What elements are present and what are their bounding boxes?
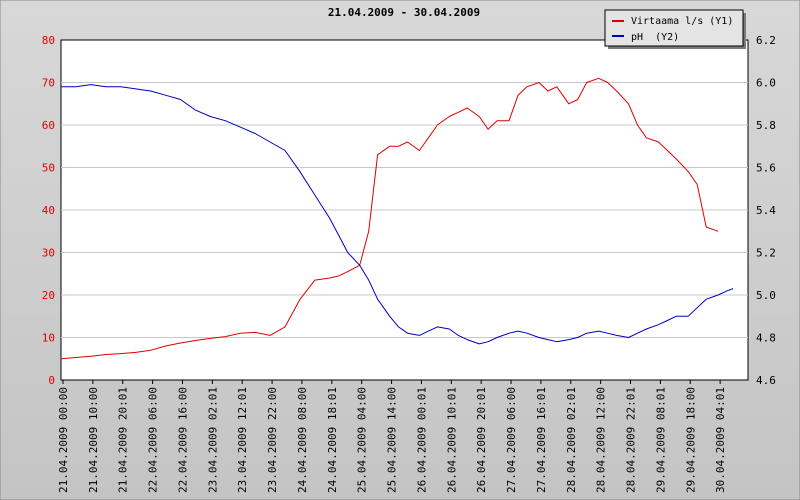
x-tick-label: 25.04.2009 14:00 xyxy=(386,387,399,493)
gridlines xyxy=(61,82,748,338)
x-tick-label: 27.04.2009 06:00 xyxy=(505,387,518,493)
y1-tick-label: 0 xyxy=(48,374,55,387)
x-tick-label: 23.04.2009 12:01 xyxy=(236,387,249,493)
x-tick-label: 29.04.2009 08:01 xyxy=(654,387,667,493)
x-tick-label: 21.04.2009 20:01 xyxy=(117,387,130,493)
y1-axis-ticks: 0 10 20 30 40 50 60 70 80 xyxy=(42,34,55,387)
x-tick-label: 22.04.2009 16:00 xyxy=(176,387,189,493)
x-tick-label: 23.04.2009 22:00 xyxy=(266,387,279,493)
x-tick-label: 28.04.2009 22:01 xyxy=(625,387,638,493)
x-tick-label: 26.04.2009 00:01 xyxy=(415,387,428,493)
x-tick-label: 22.04.2009 06:00 xyxy=(147,387,160,493)
y1-tick-label: 60 xyxy=(42,119,55,132)
y1-tick-label: 40 xyxy=(42,204,55,217)
chart-title: 21.04.2009 - 30.04.2009 xyxy=(328,6,480,19)
x-tick-label: 21.04.2009 10:00 xyxy=(87,387,100,493)
x-tick-label: 24.04.2009 08:00 xyxy=(296,387,309,493)
x-tick-label: 28.04.2009 12:00 xyxy=(595,387,608,493)
y2-tick-label: 6.0 xyxy=(756,77,776,90)
y2-tick-label: 6.2 xyxy=(756,34,776,47)
y1-tick-label: 70 xyxy=(42,77,55,90)
y2-tick-label: 5.0 xyxy=(756,289,776,302)
y2-tick-label: 5.2 xyxy=(756,247,776,260)
x-tick-label: 29.04.2009 18:00 xyxy=(684,387,697,493)
x-axis-ticks: 21.04.2009 00:00 21.04.2009 10:00 21.04.20… xyxy=(57,380,727,493)
y2-tick-label: 4.6 xyxy=(756,374,776,387)
x-tick-label: 27.04.2009 16:01 xyxy=(535,387,548,493)
series-line-flow xyxy=(60,77,719,360)
legend-label-ph: pH (Y2) xyxy=(631,32,679,43)
y2-axis-ticks: 4.6 4.8 5.0 5.2 5.4 5.6 5.8 6.0 6.2 xyxy=(756,34,776,387)
y1-tick-label: 50 xyxy=(42,162,55,175)
y1-tick-label: 30 xyxy=(42,247,55,260)
y1-tick-label: 80 xyxy=(42,34,55,47)
series-layer xyxy=(60,77,734,360)
y1-tick-label: 10 xyxy=(42,332,55,345)
legend-box xyxy=(604,9,744,47)
y2-tick-label: 5.4 xyxy=(756,204,776,217)
x-tick-label: 21.04.2009 00:00 xyxy=(57,387,70,493)
x-tick-label: 25.04.2009 04:00 xyxy=(356,387,369,493)
x-tick-label: 30.04.2009 04:01 xyxy=(714,387,727,493)
legend-label-flow: Virtaama l/s (Y1) xyxy=(631,16,733,27)
y1-tick-label: 20 xyxy=(42,289,55,302)
x-tick-label: 26.04.2009 20:01 xyxy=(475,387,488,493)
x-tick-label: 24.04.2009 18:01 xyxy=(326,387,339,493)
y2-tick-label: 5.6 xyxy=(756,162,776,175)
x-tick-label: 26.04.2009 10:01 xyxy=(445,387,458,493)
y2-tick-label: 4.8 xyxy=(756,332,776,345)
legend: Virtaama l/s (Y1) pH (Y2) xyxy=(604,9,746,49)
x-tick-label: 28.04.2009 02:01 xyxy=(565,387,578,493)
y2-tick-label: 5.8 xyxy=(756,119,776,132)
series-line-ph xyxy=(61,84,734,345)
x-tick-label: 23.04.2009 02:01 xyxy=(206,387,219,493)
